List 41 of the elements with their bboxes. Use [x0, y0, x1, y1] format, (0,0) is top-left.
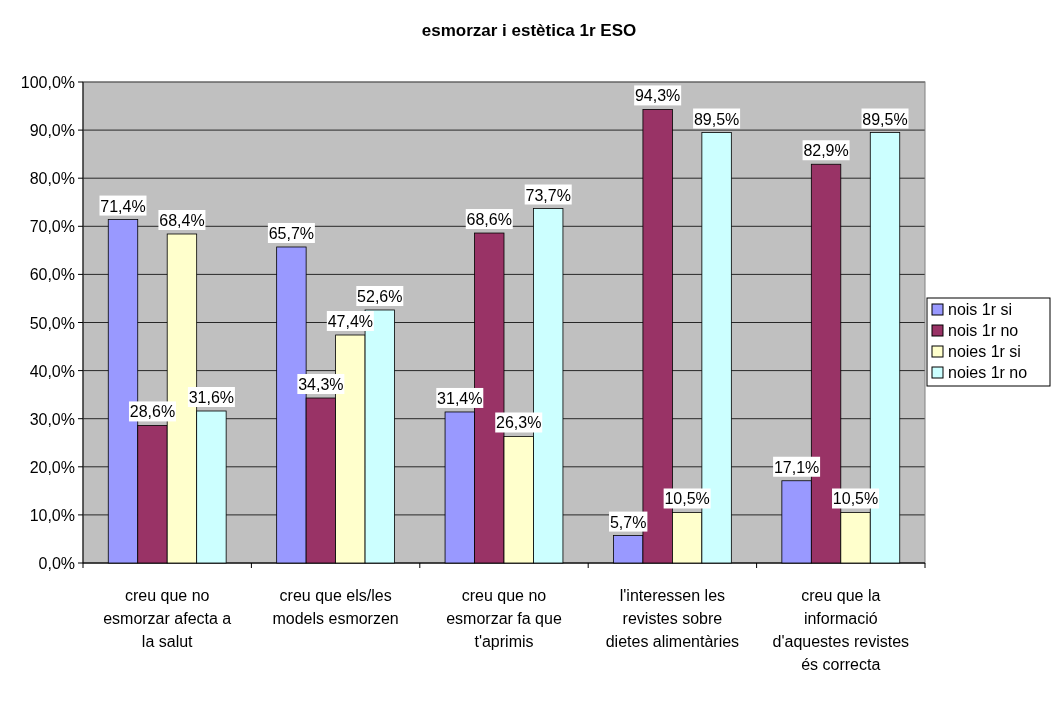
x-tick-label: creu que la informació d'aquestes revistes és correcta: [772, 587, 910, 673]
data-label: 34,3%: [298, 376, 344, 394]
x-tick-label: creu que no esmorzar fa que t'aprimis: [446, 587, 562, 650]
y-tick-label: 40,0%: [29, 362, 75, 380]
data-label: 52,6%: [357, 287, 403, 305]
data-label: 31,6%: [188, 389, 235, 406]
data-label: 68,4%: [159, 212, 205, 229]
data-label: 68,6%: [466, 211, 512, 229]
data-label: 89,5%: [862, 110, 908, 128]
y-tick-label: 30,0%: [29, 410, 75, 428]
data-label: 82,9%: [803, 142, 849, 160]
legend-label: noies 1r si: [948, 343, 1021, 360]
data-label: 26,3%: [496, 414, 542, 432]
data-label: 5,7%: [609, 513, 647, 531]
x-tick-label: creu que els/les models esmorzen: [272, 587, 399, 627]
data-label: 28,6%: [129, 403, 176, 421]
data-label: 10,5%: [664, 490, 710, 508]
y-tick-label: 20,0%: [29, 458, 75, 476]
y-tick-label: 100,0%: [20, 74, 75, 91]
y-tick-label: 60,0%: [29, 266, 75, 284]
y-tick-label: 80,0%: [29, 170, 75, 188]
y-tick-label: 90,0%: [29, 122, 75, 140]
y-tick-label: 50,0%: [29, 314, 75, 332]
data-label: 17,1%: [773, 458, 820, 476]
data-label: 71,4%: [100, 197, 146, 215]
data-label: 10,5%: [832, 490, 879, 508]
data-label: 65,7%: [268, 224, 315, 242]
y-tick-label: 70,0%: [29, 218, 75, 236]
data-label: 73,7%: [525, 186, 571, 204]
x-tick-label: l'interessen les revistes sobre dietes alimentàries: [605, 587, 740, 650]
data-label: 31,4%: [437, 389, 483, 407]
y-tick-label: 10,0%: [29, 506, 75, 524]
data-label: 47,4%: [327, 313, 374, 331]
y-tick-label: 0,0%: [38, 555, 75, 572]
data-label: 89,5%: [693, 110, 740, 128]
legend-label: nois 1r no: [948, 322, 1019, 339]
chart-title: esmorzar i estètica 1r ESO: [421, 21, 637, 40]
legend-label: nois 1r si: [948, 301, 1013, 318]
data-label: 94,3%: [634, 87, 681, 105]
legend-label: noies 1r no: [948, 364, 1028, 381]
x-tick-label: creu que no esmorzar afecta a la salut: [103, 587, 232, 650]
